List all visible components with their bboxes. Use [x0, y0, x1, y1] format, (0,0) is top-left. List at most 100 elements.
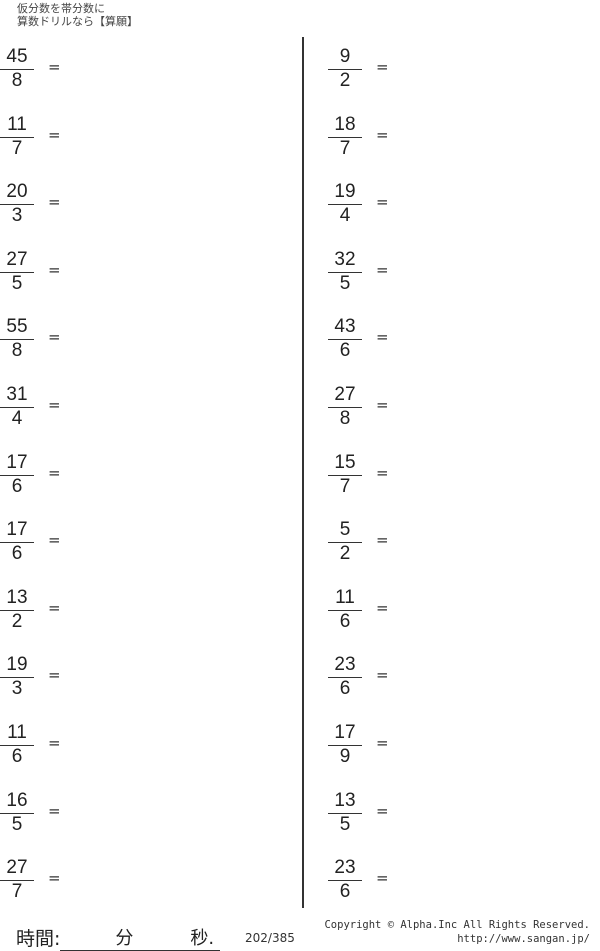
denominator: 3: [11, 205, 23, 227]
denominator: 4: [11, 407, 23, 429]
denominator: 7: [11, 137, 23, 159]
equals-sign: =: [376, 125, 389, 144]
denominator: 8: [11, 70, 23, 91]
fraction: 11 7: [0, 114, 34, 160]
denominator: 6: [339, 678, 351, 700]
denominator: 6: [339, 610, 351, 632]
numerator: 18: [328, 114, 362, 138]
minutes-label: 分: [115, 928, 134, 949]
numerator: 43: [328, 316, 362, 341]
fraction: 32 5: [328, 249, 362, 295]
numerator: 19: [328, 181, 362, 206]
numerator: 27: [328, 384, 362, 408]
equals-sign: =: [48, 666, 61, 685]
fraction: 19 3: [0, 654, 34, 700]
fraction: 31 4: [0, 384, 34, 430]
denominator: 7: [339, 475, 351, 497]
equals-sign: =: [376, 328, 389, 347]
equals-sign: =: [376, 869, 389, 888]
numerator: 13: [0, 587, 34, 611]
numerator: 11: [0, 114, 34, 138]
copyright-text: Copyright © Alpha.Inc All Rights Reserve…: [324, 919, 590, 931]
fraction: 20 3: [0, 181, 34, 227]
equals-sign: =: [376, 666, 389, 685]
title-line-2: 算数ドリルなら【算願】: [17, 15, 138, 28]
fraction: 27 5: [0, 249, 34, 295]
numerator: 15: [328, 452, 362, 476]
fraction: 9 2: [328, 46, 362, 92]
equals-sign: =: [48, 598, 61, 617]
time-label: 時間:: [16, 928, 61, 950]
title-line-1: 仮分数を帯分数に: [17, 2, 105, 15]
fraction: 23 6: [328, 857, 362, 903]
numerator: 11: [328, 587, 362, 611]
equals-sign: =: [376, 598, 389, 617]
worksheet-title: 仮分数を帯分数に 算数ドリルなら【算願】: [17, 2, 138, 28]
fraction: 16 5: [0, 790, 34, 836]
fraction: 13 2: [0, 587, 34, 633]
denominator: 5: [11, 813, 23, 835]
fraction: 43 6: [328, 316, 362, 362]
fraction: 27 8: [328, 384, 362, 430]
equals-sign: =: [48, 328, 61, 347]
fraction: 19 4: [328, 181, 362, 227]
numerator: 5: [328, 519, 362, 544]
numerator: 45: [0, 46, 34, 70]
equals-sign: =: [48, 733, 61, 752]
time-field: 時間: 分 秒.: [16, 924, 221, 951]
denominator: 6: [11, 745, 23, 767]
numerator: 27: [0, 249, 34, 273]
fraction: 15 7: [328, 452, 362, 498]
numerator: 9: [328, 46, 362, 70]
seconds-label: 秒.: [190, 928, 215, 949]
fraction: 23 6: [328, 654, 362, 700]
denominator: 6: [11, 475, 23, 497]
denominator: 8: [11, 340, 23, 362]
fraction: 11 6: [0, 722, 34, 768]
fraction: 55 8: [0, 316, 34, 362]
denominator: 7: [11, 881, 23, 903]
numerator: 23: [328, 857, 362, 882]
column-divider: [302, 37, 304, 908]
fraction: 45 8: [0, 46, 34, 92]
equals-sign: =: [48, 395, 61, 414]
equals-sign: =: [48, 801, 61, 820]
numerator: 27: [0, 857, 34, 882]
fraction: 5 2: [328, 519, 362, 565]
equals-sign: =: [48, 193, 61, 212]
denominator: 2: [339, 543, 351, 565]
denominator: 7: [339, 137, 351, 159]
equals-sign: =: [48, 260, 61, 279]
fraction: 11 6: [328, 587, 362, 633]
numerator: 17: [0, 452, 34, 476]
fraction: 13 5: [328, 790, 362, 836]
equals-sign: =: [376, 193, 389, 212]
numerator: 17: [328, 722, 362, 746]
denominator: 2: [339, 70, 351, 91]
denominator: 2: [11, 610, 23, 632]
equals-sign: =: [376, 733, 389, 752]
numerator: 13: [328, 790, 362, 814]
fraction: 17 6: [0, 452, 34, 498]
numerator: 11: [0, 722, 34, 746]
equals-sign: =: [48, 869, 61, 888]
numerator: 55: [0, 316, 34, 341]
page-number: 202/385: [245, 931, 295, 945]
equals-sign: =: [48, 531, 61, 550]
denominator: 4: [339, 205, 351, 227]
denominator: 5: [339, 272, 351, 294]
denominator: 6: [339, 340, 351, 362]
numerator: 23: [328, 654, 362, 679]
equals-sign: =: [48, 125, 61, 144]
copyright: Copyright © Alpha.Inc All Rights Reserve…: [324, 918, 590, 946]
fraction: 27 7: [0, 857, 34, 903]
denominator: 9: [339, 745, 351, 767]
fraction: 17 6: [0, 519, 34, 565]
denominator: 3: [11, 678, 23, 700]
equals-sign: =: [48, 463, 61, 482]
site-url: http://www.sangan.jp/: [457, 933, 590, 945]
denominator: 6: [11, 543, 23, 565]
numerator: 20: [0, 181, 34, 206]
numerator: 17: [0, 519, 34, 544]
equals-sign: =: [48, 58, 61, 76]
